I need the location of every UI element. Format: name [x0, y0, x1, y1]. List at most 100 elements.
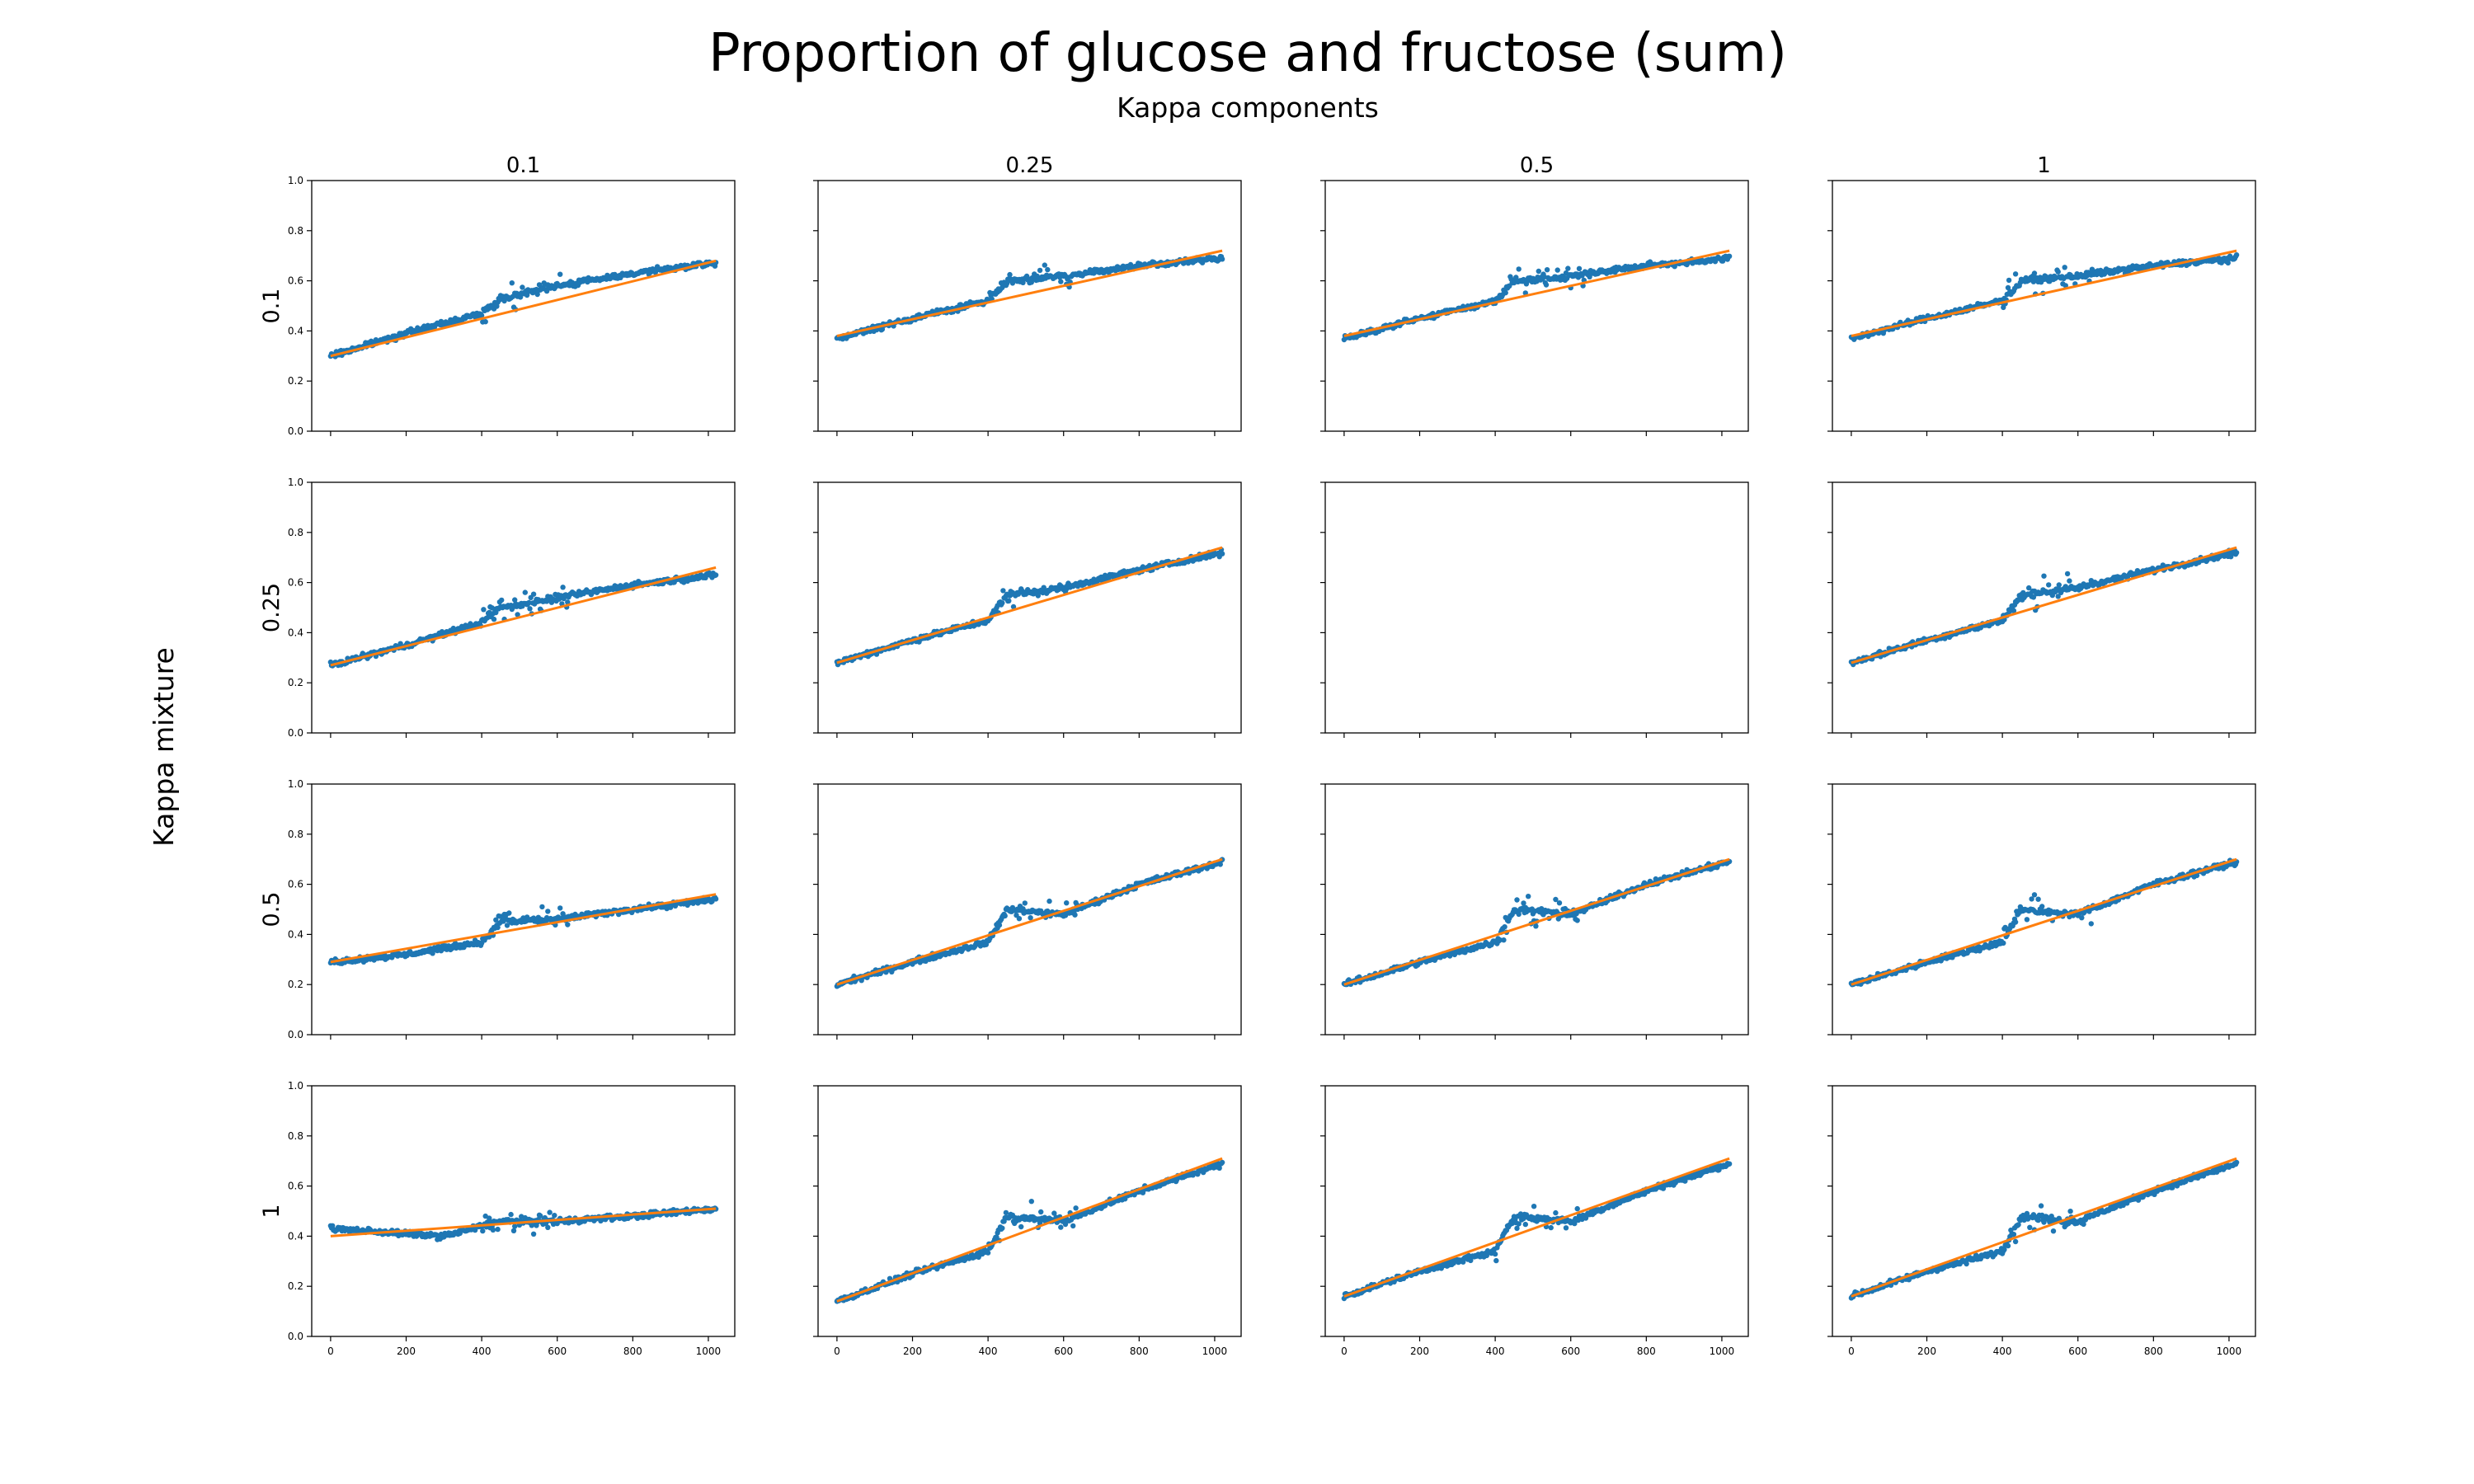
subplot-2-3	[1827, 783, 2256, 1040]
subplot-0-1	[813, 180, 1242, 436]
data-point	[530, 1231, 537, 1237]
y-tick-label: 0.8	[288, 527, 303, 538]
fit-line	[330, 566, 717, 667]
data-point	[713, 896, 719, 902]
data-point	[1533, 923, 1539, 929]
y-tick-label: 1.0	[288, 477, 303, 488]
data-point	[493, 609, 499, 616]
data-point	[1536, 268, 1542, 275]
data-point	[1006, 598, 1012, 603]
data-point	[522, 589, 528, 595]
data-point	[1072, 912, 1078, 918]
scatter-points	[1848, 252, 2240, 342]
fit-line	[1851, 249, 2237, 337]
scatter-points	[1848, 547, 2240, 668]
axes-frame	[311, 180, 736, 432]
column-label: 0.25	[1006, 153, 1054, 178]
column-label: 0.1	[506, 153, 540, 178]
data-point	[508, 1211, 514, 1218]
data-point	[2012, 271, 2019, 277]
subplot-2-1	[813, 783, 1242, 1040]
data-point	[1574, 918, 1580, 923]
data-point	[2233, 550, 2240, 556]
data-point	[1042, 262, 1048, 268]
data-point	[1503, 289, 1508, 296]
data-point	[2055, 269, 2061, 275]
subplot-1-2	[1320, 481, 1749, 738]
data-point	[491, 616, 497, 622]
data-point	[2024, 917, 2030, 923]
data-point	[520, 284, 525, 290]
subplot-2-0: 0.00.20.40.60.81.0	[288, 778, 736, 1040]
data-point	[1047, 898, 1052, 904]
row-label: 0.1	[259, 289, 285, 324]
y-tick-label: 1.0	[288, 778, 303, 790]
data-point	[552, 1213, 557, 1219]
row-label: 1	[259, 1204, 285, 1218]
data-point	[510, 1228, 517, 1234]
data-point	[2006, 277, 2012, 284]
data-point	[509, 280, 515, 286]
data-point	[1544, 267, 1550, 273]
data-point	[1502, 924, 1507, 930]
fit-line	[836, 249, 1223, 337]
data-point	[1554, 267, 1560, 273]
y-tick-label: 0.0	[288, 1029, 303, 1040]
subplot-1-0: 0.00.20.40.60.81.0	[288, 477, 736, 739]
y-tick-label: 0.6	[288, 879, 303, 890]
data-point	[1010, 603, 1017, 610]
data-point	[547, 1209, 553, 1215]
data-point	[478, 312, 485, 318]
data-point	[2062, 283, 2068, 289]
data-point	[1526, 894, 1531, 899]
data-point	[1219, 256, 1225, 262]
data-point	[1016, 916, 1023, 922]
data-point	[1565, 265, 1571, 271]
fit-line	[1343, 857, 1730, 986]
data-point	[1516, 266, 1522, 272]
axes-frame	[817, 481, 1242, 734]
data-point	[996, 922, 1003, 928]
subplot-0-0: 0.00.20.40.60.81.0	[288, 175, 736, 437]
data-point	[2233, 252, 2240, 258]
y-tick-label: 0.2	[288, 677, 303, 688]
data-point	[480, 1228, 486, 1234]
y-tick-label: 0.4	[288, 325, 303, 336]
data-point	[515, 612, 520, 618]
data-point	[512, 597, 518, 603]
data-point	[506, 910, 512, 916]
data-point	[526, 599, 532, 606]
fit-line	[330, 259, 717, 358]
data-point	[2088, 921, 2094, 927]
axes-frame	[817, 180, 1242, 432]
axes-frame	[1324, 481, 1749, 734]
axes-frame	[311, 481, 736, 734]
data-point	[713, 572, 719, 578]
scatter-points	[327, 570, 719, 669]
axes-frame	[1324, 180, 1749, 432]
data-point	[2056, 582, 2062, 588]
subplot-grid: 0.1 0.25 0.5 10.10.250.510.00.20.40.60.81.0…	[259, 153, 2256, 1357]
data-point	[2079, 915, 2085, 921]
data-point	[499, 597, 505, 603]
data-point	[2031, 892, 2038, 898]
y-tick-label: 0.0	[288, 425, 303, 437]
y-tick-label: 0.8	[288, 225, 303, 237]
fit-line	[836, 857, 1223, 986]
data-point	[1028, 915, 1033, 921]
data-point	[1587, 274, 1592, 279]
data-point	[1007, 271, 1013, 278]
y-tick-label: 0.2	[288, 375, 303, 387]
data-point	[1726, 253, 1733, 259]
data-point	[557, 271, 563, 277]
data-point	[2062, 265, 2067, 270]
data-point	[1543, 282, 1550, 288]
data-point	[1045, 266, 1051, 273]
row-label: 0.25	[259, 583, 285, 632]
data-point	[2031, 270, 2038, 276]
column-label: 1	[2037, 153, 2051, 178]
data-point	[482, 319, 488, 325]
data-point	[565, 922, 571, 928]
y-tick-label: 0.0	[288, 727, 303, 739]
